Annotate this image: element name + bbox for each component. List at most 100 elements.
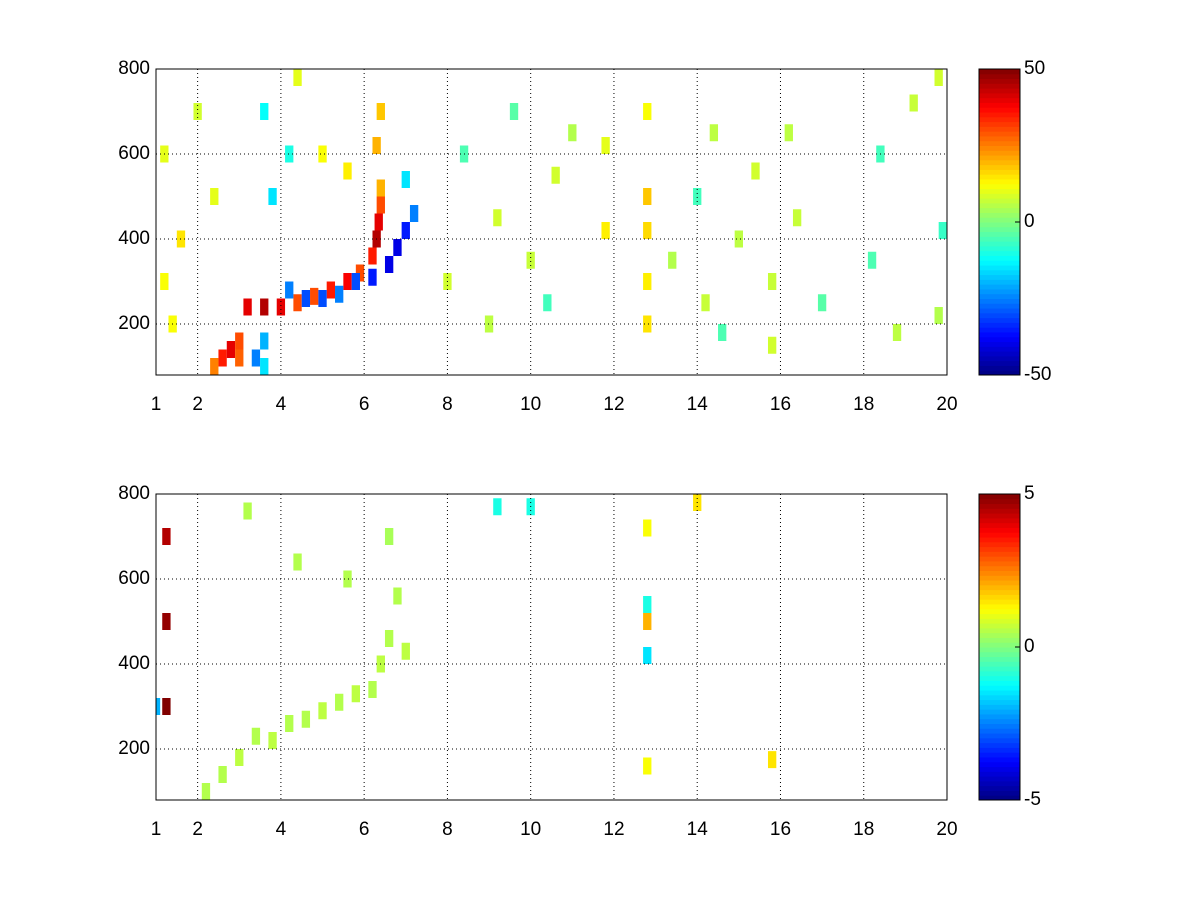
heatmap-cell bbox=[201, 783, 211, 800]
heatmap-cell bbox=[751, 162, 760, 180]
colorbar-step bbox=[979, 155, 1020, 161]
colorbar-step bbox=[979, 116, 1020, 123]
colorbar-step bbox=[979, 737, 1020, 744]
heatmap-cell bbox=[493, 498, 502, 516]
heatmap-cell bbox=[718, 324, 727, 341]
heatmap-cell bbox=[293, 69, 302, 86]
heatmap-cell bbox=[243, 502, 252, 520]
heatmap-cell bbox=[368, 268, 377, 286]
heatmap-cell bbox=[767, 751, 777, 769]
heatmap-cell bbox=[318, 290, 327, 307]
colorbar-step bbox=[979, 298, 1020, 304]
colorbar-step bbox=[979, 575, 1020, 581]
colorbar-step bbox=[979, 666, 1020, 672]
heatmap-cell bbox=[335, 285, 344, 303]
colorbar-step bbox=[979, 207, 1020, 213]
colorbar-step bbox=[979, 584, 1020, 591]
colorbar-step bbox=[979, 279, 1020, 285]
heatmap-cell bbox=[293, 553, 302, 571]
colorbar-step bbox=[979, 637, 1020, 643]
x-tick-label: 1 bbox=[151, 394, 162, 415]
x-tick-label: 18 bbox=[853, 819, 874, 840]
heatmap-cell bbox=[643, 757, 652, 775]
colorbar-step bbox=[979, 670, 1020, 677]
heatmap-cell bbox=[218, 766, 227, 783]
colorbar-step bbox=[979, 135, 1020, 142]
heatmap-cell bbox=[376, 103, 385, 120]
y-tick-label: 800 bbox=[118, 483, 150, 504]
heatmap-cell bbox=[792, 209, 802, 227]
heatmap-cell bbox=[643, 103, 652, 120]
heatmap-cell bbox=[643, 613, 652, 630]
colorbar-step bbox=[979, 198, 1020, 204]
heatmap-cell bbox=[260, 332, 269, 350]
colorbar-step bbox=[979, 656, 1020, 662]
x-tick-label: 6 bbox=[359, 394, 370, 415]
heatmap-cell bbox=[260, 103, 269, 120]
colorbar-step bbox=[979, 150, 1020, 156]
colorbar-step bbox=[979, 618, 1020, 624]
heatmap-cell bbox=[934, 307, 943, 324]
colorbar-step bbox=[979, 546, 1020, 552]
heatmap-cell bbox=[193, 103, 202, 120]
heatmap-cell bbox=[372, 137, 381, 154]
colorbar-step bbox=[979, 599, 1020, 605]
heatmap-cell bbox=[368, 247, 377, 265]
x-tick-label: 14 bbox=[687, 819, 709, 840]
heatmap-cell bbox=[601, 137, 610, 154]
x-tick-label: 4 bbox=[276, 819, 287, 840]
colorbar-step bbox=[979, 608, 1020, 615]
heatmap-cell bbox=[160, 273, 169, 290]
colorbar-step bbox=[979, 661, 1020, 667]
colorbar-step bbox=[979, 83, 1020, 89]
colorbar-step bbox=[979, 776, 1020, 782]
colorbar-step bbox=[979, 217, 1020, 223]
heatmap-cell bbox=[376, 196, 385, 214]
x-tick-label: 8 bbox=[442, 819, 453, 840]
colorbar-step bbox=[979, 513, 1020, 519]
colorbar-step bbox=[979, 685, 1020, 691]
x-tick-label: 14 bbox=[687, 394, 709, 415]
colorbar-step bbox=[979, 78, 1020, 84]
colorbar-step bbox=[979, 570, 1020, 576]
colorbar-step bbox=[979, 498, 1020, 505]
colorbar-step bbox=[979, 308, 1020, 314]
heatmap-cell bbox=[484, 315, 494, 333]
colorbar-step bbox=[979, 517, 1020, 524]
colorbar-step bbox=[979, 260, 1020, 266]
colorbar-step bbox=[979, 88, 1020, 94]
heatmap-cell bbox=[551, 166, 560, 184]
x-tick-label: 16 bbox=[770, 394, 791, 415]
colorbar-step bbox=[979, 503, 1020, 509]
colorbar-step bbox=[979, 346, 1020, 352]
colorbar-step bbox=[979, 336, 1020, 343]
heatmap-cell bbox=[156, 698, 161, 715]
heatmap-cell bbox=[867, 251, 877, 269]
colorbar: -5 0 5 bbox=[978, 483, 1041, 810]
colorbar-step bbox=[979, 107, 1020, 113]
heatmap-cell bbox=[401, 222, 410, 239]
cells bbox=[156, 494, 777, 800]
colorbar-step bbox=[979, 747, 1020, 753]
colorbar-step bbox=[979, 508, 1020, 514]
x-tick-label: 18 bbox=[853, 394, 874, 415]
heatmap-cell bbox=[226, 341, 236, 358]
heatmap-cell bbox=[285, 281, 294, 299]
colorbar-step bbox=[979, 785, 1020, 791]
colorbar-step bbox=[979, 790, 1020, 796]
heatmap-cell bbox=[310, 287, 319, 305]
colorbar-step bbox=[979, 241, 1020, 247]
colorbar-step bbox=[979, 580, 1020, 586]
colorbar-step bbox=[979, 642, 1020, 648]
heatmap-cell bbox=[243, 298, 252, 316]
heatmap-cell bbox=[767, 273, 777, 290]
cells bbox=[160, 69, 947, 375]
colorbar-step bbox=[979, 365, 1020, 371]
colorbar-step bbox=[979, 312, 1020, 319]
x-tick-label: 6 bbox=[359, 819, 370, 840]
colorbar-step bbox=[979, 112, 1020, 118]
colorbar-step bbox=[979, 327, 1020, 333]
colorbar-step bbox=[979, 594, 1020, 600]
heatmap-cell bbox=[351, 685, 360, 703]
x-tick-label: 16 bbox=[770, 819, 791, 840]
